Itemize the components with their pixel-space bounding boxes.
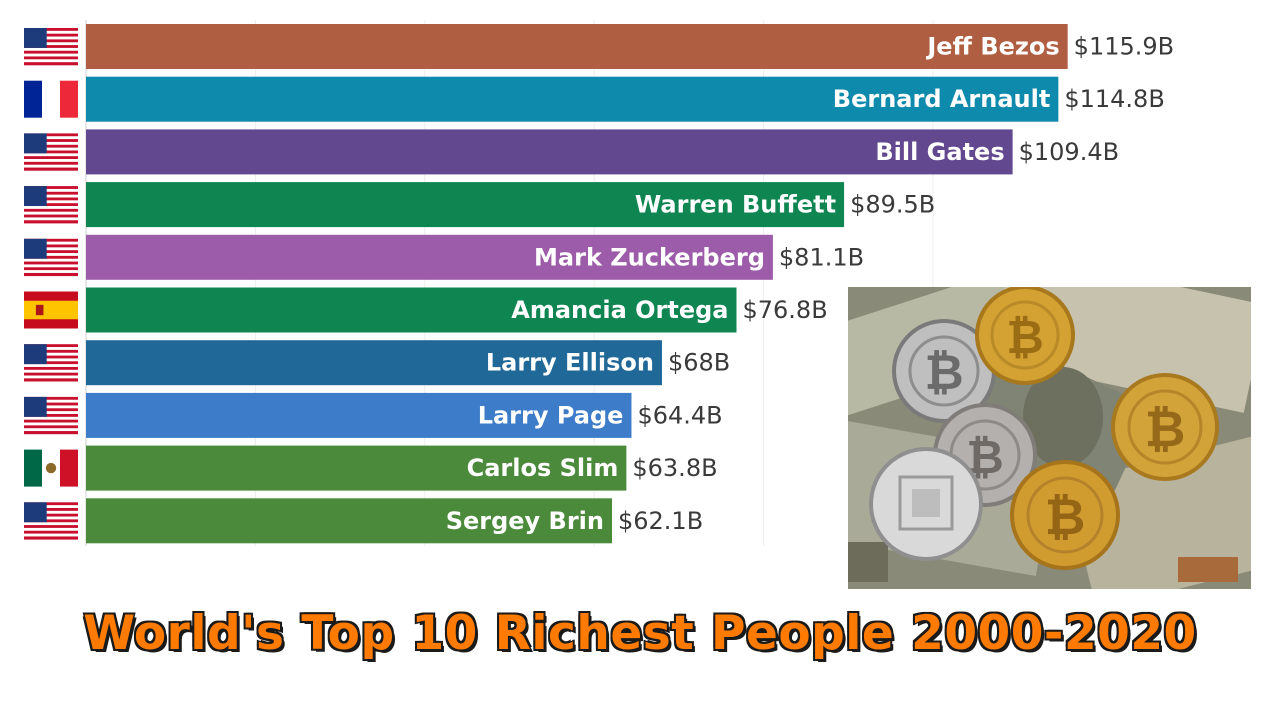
bar-name-label: Larry Ellison: [486, 349, 654, 377]
flag-mexico-icon: [24, 449, 78, 487]
bar-value-label: $68B: [668, 349, 730, 377]
country-flags: [24, 28, 78, 540]
svg-text:₿: ₿: [924, 345, 963, 401]
bar: [86, 498, 612, 544]
flag-france-icon: [24, 80, 78, 118]
flag-usa-icon: [24, 502, 78, 540]
bar: [86, 129, 1013, 175]
bar-value-label: $64.4B: [637, 401, 722, 429]
bars: [86, 24, 1068, 544]
bar-name-label: Sergey Brin: [446, 507, 604, 535]
bar-value-label: $76.8B: [742, 296, 827, 324]
bar-name-label: Bill Gates: [875, 138, 1004, 166]
bar-name-label: Carlos Slim: [467, 454, 619, 482]
flag-usa-icon: [24, 186, 78, 224]
bar: [86, 76, 1059, 122]
bar: [86, 392, 632, 438]
flag-usa-icon: [24, 238, 78, 277]
bar-value-label: $89.5B: [850, 191, 935, 219]
bar-labels: Jeff Bezos $115.9B Bernard Arnault $114.8B B…: [446, 33, 1174, 535]
bar-chart: Jeff Bezos $115.9B Bernard Arnault $114.8B B…: [24, 20, 1174, 546]
bar-value-label: $81.1B: [779, 243, 864, 271]
flag-usa-icon: [24, 396, 78, 435]
flag-usa-icon: [24, 133, 78, 171]
bar-value-label: $109.4B: [1019, 138, 1119, 166]
bar-value-label: $114.8B: [1064, 85, 1164, 113]
bitcoin-photo: ₿ ₿ ₿ ₿ ₿: [848, 287, 1251, 589]
svg-text:₿: ₿: [1045, 488, 1086, 546]
flag-usa-icon: [24, 28, 78, 66]
bar: [86, 445, 627, 491]
bar: [86, 287, 737, 333]
bar-value-label: $62.1B: [618, 507, 703, 535]
bar: [86, 24, 1068, 69]
bar-name-label: Larry Page: [478, 401, 624, 429]
flag-usa-icon: [24, 344, 78, 382]
bar-name-label: Mark Zuckerberg: [534, 243, 765, 271]
bar-name-label: Amancia Ortega: [511, 296, 728, 324]
bar-name-label: Bernard Arnault: [833, 85, 1051, 113]
bar-name-label: Jeff Bezos: [925, 33, 1059, 61]
bar: [86, 340, 662, 386]
bar-value-label: $115.9B: [1074, 33, 1174, 61]
svg-text:₿: ₿: [1006, 310, 1044, 364]
chart-title: World's Top 10 Richest People 2000-2020: [82, 605, 1197, 662]
bar-name-label: Warren Buffett: [635, 191, 836, 219]
flag-spain-icon: [24, 291, 78, 329]
bar-value-label: $63.8B: [632, 454, 717, 482]
svg-text:₿: ₿: [1145, 400, 1186, 458]
bar: [86, 234, 773, 280]
bar: [86, 182, 845, 228]
